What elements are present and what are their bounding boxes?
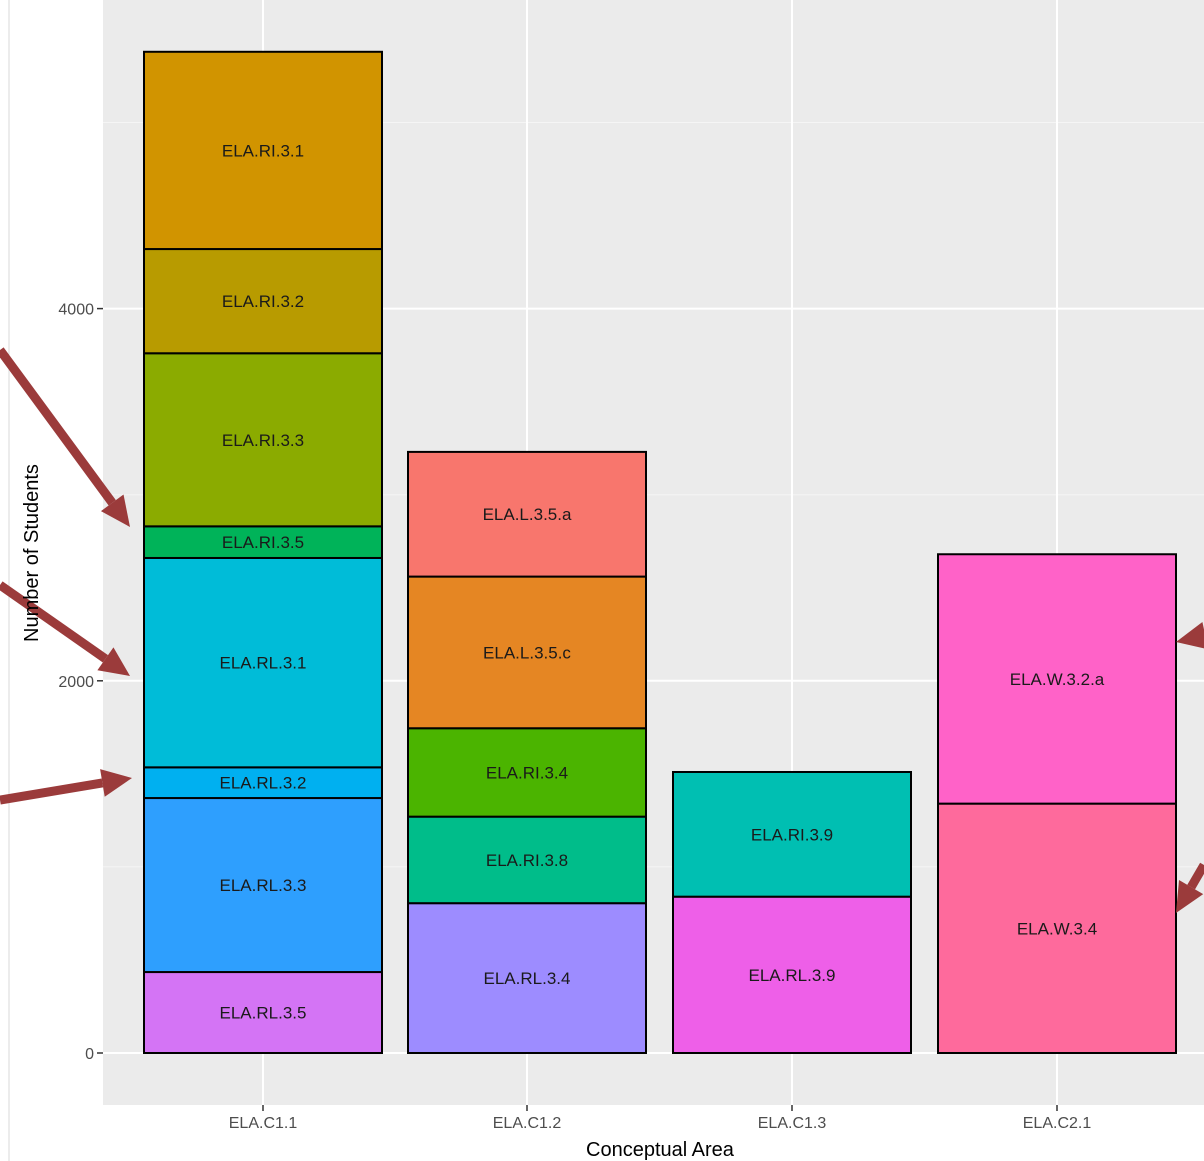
y-tick-label: 4000	[58, 302, 94, 319]
bar-segment	[672, 770, 912, 898]
bar-segment	[143, 352, 383, 528]
bar-segment-label: ELA.RL.3.3	[220, 876, 307, 895]
bar-segment-label: ELA.W.3.2.a	[1010, 670, 1105, 689]
annotation-arrow-shaft	[0, 347, 116, 506]
y-axis-title: Number of Students	[21, 464, 43, 642]
bar-segment	[143, 50, 383, 251]
bar-segment-label: ELA.RL.3.5	[220, 1004, 307, 1023]
x-tick-label: ELA.C1.3	[758, 1115, 827, 1132]
bar-segment-label: ELA.RI.3.9	[751, 825, 833, 844]
bar-segment	[672, 895, 912, 1055]
bar-segment-label: ELA.RI.3.2	[222, 292, 304, 311]
bar-segment	[143, 248, 383, 355]
y-tick-label: 2000	[58, 674, 94, 691]
bar-segment	[407, 575, 647, 730]
x-tick-label: ELA.C1.1	[229, 1115, 298, 1132]
bar-segment-label: ELA.RL.3.4	[484, 969, 571, 988]
bar-segment	[407, 902, 647, 1055]
bar-segment-label: ELA.L.3.5.c	[483, 643, 571, 662]
bar-segment-label: ELA.RI.3.1	[222, 141, 304, 160]
plot-area: 0 2000 4000 ELA.C1.1 ELA.C1.2 ELA.C1.3 ELA.C2.…	[58, 0, 1204, 1132]
bar-segment	[407, 815, 647, 905]
y-tick-label: 0	[85, 1046, 94, 1063]
bar-segment	[937, 802, 1177, 1054]
bar-segment-label: ELA.RL.3.9	[749, 966, 836, 985]
bar-segment-label: ELA.RI.3.4	[486, 763, 568, 782]
bar-segment	[937, 553, 1177, 805]
annotation-arrows	[0, 347, 1204, 913]
bar-segment-label: ELA.L.3.5.a	[483, 505, 572, 524]
annotation-arrow-head	[100, 494, 130, 527]
bar-segment-label: ELA.RI.3.3	[222, 431, 304, 450]
bar-segment-label: ELA.RI.3.8	[486, 851, 568, 870]
x-axis-title: Conceptual Area	[586, 1139, 735, 1161]
x-tick-label: ELA.C1.2	[493, 1115, 562, 1132]
bar-segment	[407, 450, 647, 578]
annotation-arrow-shaft	[0, 778, 104, 805]
bar-segment-label: ELA.W.3.4	[1017, 919, 1097, 938]
bar-segment	[143, 525, 383, 559]
annotation-arrow-shaft	[1187, 862, 1204, 890]
x-tick-label: ELA.C2.1	[1023, 1115, 1092, 1132]
bar-segment	[143, 971, 383, 1055]
annotation-arrow-head	[1176, 880, 1204, 913]
annotation-arrow-head	[100, 769, 132, 797]
bar-segment-label: ELA.RI.3.5	[222, 533, 304, 552]
bar-segment-label: ELA.RL.3.2	[220, 774, 307, 793]
annotation-arrow-shaft	[0, 581, 109, 663]
bar-segment	[143, 797, 383, 974]
annotation-arrow-head	[97, 647, 130, 676]
bar-segment-label: ELA.RL.3.1	[220, 654, 307, 673]
annotation-arrow-head	[1176, 622, 1204, 649]
